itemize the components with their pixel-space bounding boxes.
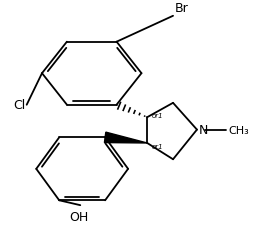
Text: Cl: Cl — [13, 99, 25, 112]
Text: N: N — [199, 124, 208, 137]
Text: OH: OH — [69, 210, 88, 223]
Text: or1: or1 — [152, 113, 164, 119]
Polygon shape — [105, 133, 147, 143]
Text: Br: Br — [175, 2, 189, 15]
Text: CH₃: CH₃ — [229, 125, 249, 135]
Text: or1: or1 — [152, 143, 164, 149]
